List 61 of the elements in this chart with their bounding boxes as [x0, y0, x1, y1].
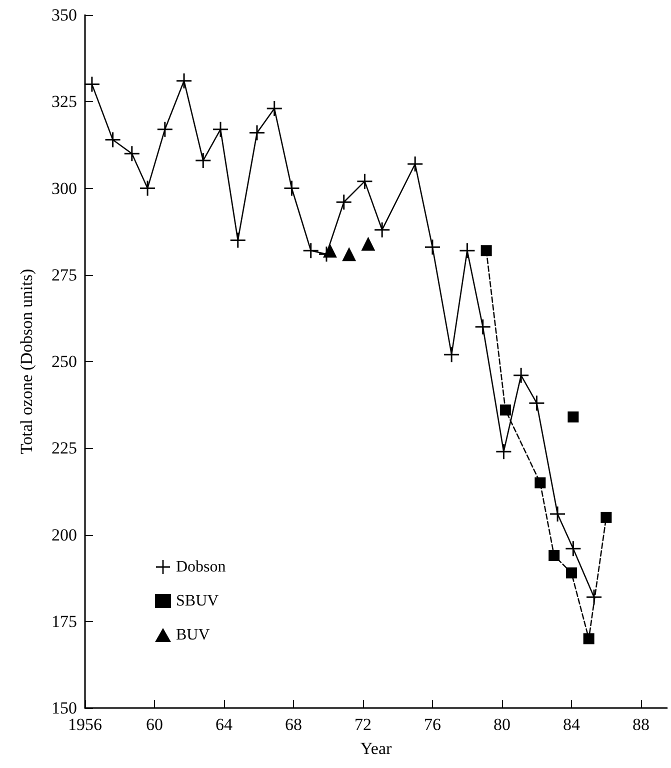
x-axis-title: Year: [360, 739, 392, 758]
point: [266, 101, 282, 116]
point: [303, 243, 318, 258]
x-tick-label: 76: [424, 715, 441, 734]
point: [568, 411, 579, 422]
point: [529, 396, 544, 411]
point: [157, 122, 172, 137]
point: [566, 567, 577, 578]
y-tick-label: 225: [52, 438, 77, 458]
x-tick-label: 84: [562, 715, 580, 734]
point: [460, 243, 475, 258]
point: [124, 146, 140, 162]
y-axis-title: Total ozone (Dobson units): [17, 268, 36, 454]
point: [336, 194, 352, 210]
point: [566, 541, 581, 556]
point: [480, 245, 492, 256]
point: [500, 404, 511, 416]
x-tick-label: 68: [284, 715, 302, 734]
y-tick-label: 325: [52, 92, 77, 112]
x-tick-label: 64: [215, 715, 233, 734]
legend-label: BUV: [176, 626, 210, 644]
x-tick-label: 80: [493, 715, 510, 734]
point: [444, 347, 460, 362]
legend-label: Dobson: [176, 558, 226, 576]
point: [475, 319, 490, 334]
point: [342, 247, 356, 262]
y-tick-label: 150: [52, 698, 77, 718]
point: [196, 153, 211, 168]
point: [424, 240, 440, 255]
point: [284, 180, 300, 196]
point: [176, 73, 192, 88]
point: [140, 180, 156, 196]
point: [249, 125, 264, 140]
point: [230, 232, 246, 248]
point: [514, 368, 529, 383]
point: [548, 550, 560, 562]
point: [583, 633, 594, 644]
point: [213, 122, 228, 137]
point: [534, 477, 546, 488]
point: [84, 76, 100, 92]
point: [408, 156, 423, 172]
point: [600, 512, 612, 523]
x-tick-label: 72: [354, 715, 372, 734]
point: [105, 132, 120, 148]
point: [357, 174, 372, 189]
point: [361, 236, 376, 251]
y-tick-label: 200: [52, 525, 77, 544]
y-tick-label: 350: [52, 6, 77, 24]
point: [374, 222, 390, 238]
point: [550, 506, 566, 522]
x-tick-label: 60: [146, 715, 163, 734]
y-tick-label: 300: [52, 178, 77, 198]
y-tick-label: 250: [52, 352, 77, 371]
x-tick-label: 1956: [68, 715, 102, 734]
y-tick-label: 275: [52, 265, 77, 284]
y-tick-label: 175: [52, 612, 77, 631]
point: [496, 444, 512, 460]
point: [322, 244, 337, 258]
legend-label: SBUV: [176, 592, 220, 610]
x-tick-label: 88: [632, 715, 650, 734]
point: [586, 590, 602, 605]
